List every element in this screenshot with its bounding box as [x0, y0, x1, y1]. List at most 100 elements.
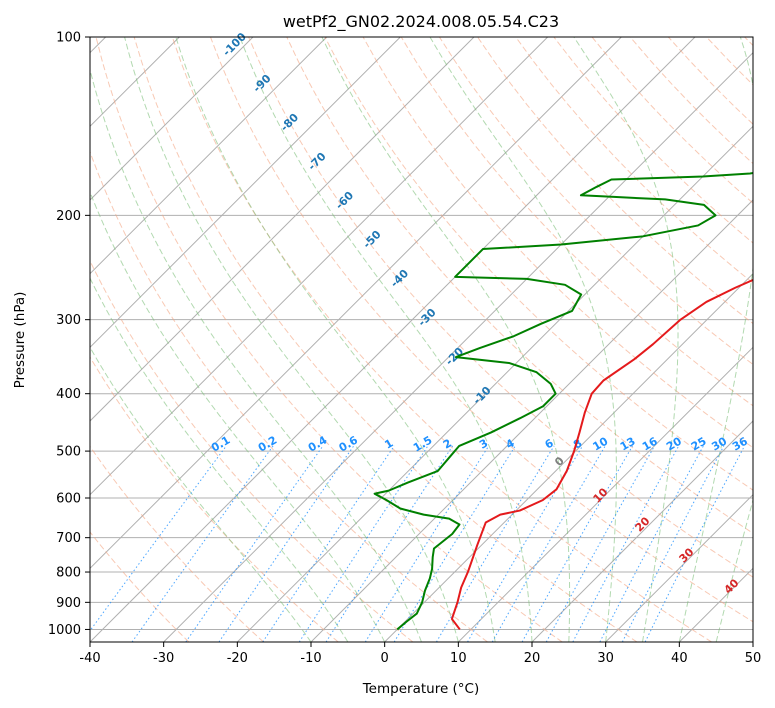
- dry-adiabat-label: -90: [250, 72, 273, 95]
- mixing-ratio-label: 2: [441, 437, 454, 452]
- mixing-ratio-line: [325, 445, 454, 642]
- y-tick-label: 1000: [48, 623, 81, 638]
- temperature-line: [450, 278, 753, 631]
- dry-adiabat: [171, 37, 712, 642]
- moist-adiabat: [90, 67, 422, 642]
- dry-adiabat-label: -40: [388, 267, 411, 290]
- isotherm: [90, 37, 622, 570]
- dry-adiabat-label: -20: [443, 345, 466, 368]
- mixing-ratio-line: [545, 445, 656, 642]
- isotherm: [90, 37, 254, 201]
- y-tick-label: 200: [56, 209, 81, 224]
- dry-adiabat: [286, 37, 753, 534]
- background-lines: [90, 37, 753, 642]
- moist-adiabat: [90, 190, 386, 642]
- x-tick-label: 40: [671, 651, 688, 666]
- isotherm: [752, 641, 753, 642]
- isotherm: [531, 420, 753, 642]
- mixing-ratio-line: [298, 445, 429, 642]
- dewpoint-line: [373, 171, 753, 631]
- mixing-ratio-line: [435, 445, 555, 642]
- isotherm: [90, 37, 328, 275]
- y-tick-label: 600: [56, 492, 81, 507]
- dry-adiabat-label: -10: [470, 384, 493, 407]
- moist-adiabat: [90, 346, 312, 642]
- sounding-profiles: [373, 171, 753, 631]
- dry-adiabat: [90, 356, 339, 642]
- dry-adiabat-label: -70: [305, 150, 328, 173]
- dry-adiabat: [400, 37, 753, 407]
- x-tick-label: -20: [227, 651, 248, 666]
- y-tick-label: 500: [56, 445, 81, 460]
- dry-adiabat: [90, 259, 414, 642]
- moist-adiabat: [715, 498, 753, 642]
- mixing-ratio-line: [467, 445, 584, 642]
- dry-adiabat-label: -80: [278, 111, 301, 134]
- mixing-ratio-label: 6: [543, 436, 556, 451]
- y-tick-label: 800: [56, 566, 81, 581]
- dry-adiabat-label: -50: [360, 228, 383, 251]
- x-tick-label: 20: [524, 651, 541, 666]
- isotherm: [163, 51, 753, 642]
- y-tick-label: 400: [56, 387, 81, 402]
- moist-adiabat: [321, 37, 571, 642]
- mixing-ratio-line: [90, 445, 227, 632]
- x-tick-label: 30: [597, 651, 614, 666]
- mixing-ratio-line: [364, 445, 490, 642]
- dry-adiabat-label: -60: [333, 189, 356, 212]
- axes: -40 -30 -20 -10 0 10 20 30 40 5010020030040050060…: [48, 31, 761, 667]
- moist-adiabat-label: 10: [591, 485, 611, 505]
- isotherm: [90, 37, 696, 642]
- dry-adiabat: [90, 150, 488, 642]
- plot-frame: [89, 36, 754, 643]
- dry-adiabat: [744, 37, 753, 47]
- dry-adiabat: [90, 531, 190, 642]
- dry-adiabat: [95, 37, 563, 642]
- moist-adiabat: [90, 277, 349, 642]
- mixing-ratio-line: [131, 445, 274, 642]
- y-tick-label: 100: [56, 31, 81, 46]
- moist-adiabat: [678, 37, 753, 642]
- y-axis-label: Pressure (hPa): [12, 292, 28, 389]
- x-tick-label: -40: [79, 651, 100, 666]
- dry-adiabat: [438, 37, 753, 366]
- mixing-ratio-line: [393, 445, 516, 642]
- x-axis-label: Temperature (°C): [362, 681, 480, 697]
- isotherm: [605, 493, 753, 642]
- mixing-ratio-line: [521, 445, 633, 642]
- isotherm: [90, 37, 401, 349]
- x-tick-label: 50: [745, 651, 762, 666]
- dry-adiabat: [133, 37, 638, 642]
- moist-adiabat: [239, 37, 533, 642]
- isotherm: [310, 199, 753, 642]
- dry-adiabat: [90, 445, 264, 642]
- mixing-ratio-line: [262, 445, 395, 642]
- mixing-ratio-line: [621, 445, 725, 642]
- dry-adiabat: [210, 37, 753, 623]
- moist-adiabat: [175, 37, 496, 642]
- x-tick-label: 10: [450, 651, 467, 666]
- x-tick-label: 0: [381, 651, 389, 666]
- isotherm: [90, 37, 549, 496]
- dry-adiabat-label: -100: [220, 30, 249, 59]
- moist-adiabat-label: 30: [677, 545, 697, 565]
- y-tick-label: 700: [56, 531, 81, 546]
- mixing-ratio-line: [599, 445, 704, 642]
- chart-title: wetPf2_GN02.2024.008.05.54.C23: [283, 12, 559, 32]
- mixing-ratio-line: [572, 445, 680, 642]
- isotherm: [678, 567, 753, 642]
- moist-adiabat-label: 20: [633, 514, 653, 534]
- mixing-ratio-line: [218, 445, 355, 642]
- mixing-ratio-line: [185, 445, 324, 642]
- y-tick-label: 300: [56, 313, 81, 328]
- mixing-ratio-label: 4: [504, 436, 517, 451]
- mixing-ratio-line: [644, 445, 745, 642]
- isotherm: [90, 37, 475, 422]
- y-tick-label: 900: [56, 596, 81, 611]
- moist-adiabat: [124, 37, 459, 642]
- moist-adiabat: [429, 37, 617, 642]
- x-tick-label: -30: [153, 651, 174, 666]
- isotherm: [236, 125, 753, 642]
- dry-adiabat-label: -30: [415, 306, 438, 329]
